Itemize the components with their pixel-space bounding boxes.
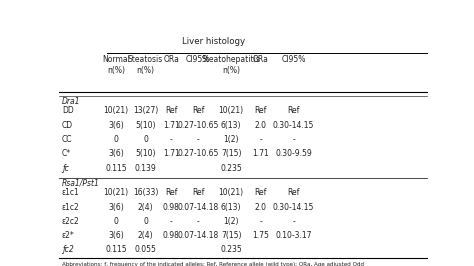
Text: Steatosis
n(%): Steatosis n(%) (128, 56, 163, 75)
Text: 0.235: 0.235 (220, 244, 242, 253)
Text: Steatohepatitis
n(%): Steatohepatitis n(%) (202, 56, 261, 75)
Text: 2.0: 2.0 (255, 202, 266, 211)
Text: 0.055: 0.055 (135, 244, 156, 253)
Text: 7(15): 7(15) (221, 231, 241, 240)
Text: 2(4): 2(4) (138, 202, 154, 211)
Text: 16(33): 16(33) (133, 188, 158, 197)
Text: Ref: Ref (255, 188, 267, 197)
Text: 2.0: 2.0 (255, 120, 266, 130)
Text: 0.139: 0.139 (135, 164, 156, 173)
Text: 3(6): 3(6) (109, 231, 124, 240)
Text: 0.27-10.65: 0.27-10.65 (177, 149, 219, 158)
Text: 3(6): 3(6) (109, 149, 124, 158)
Text: 0: 0 (114, 217, 118, 226)
Text: -: - (170, 135, 173, 144)
Text: 0.27-10.65: 0.27-10.65 (177, 120, 219, 130)
Text: Ref: Ref (165, 106, 177, 115)
Text: 0.30-9.59: 0.30-9.59 (275, 149, 312, 158)
Text: 6(13): 6(13) (221, 202, 241, 211)
Text: ƒc: ƒc (62, 164, 69, 173)
Text: 0.07-14.18: 0.07-14.18 (177, 231, 219, 240)
Text: Rsa1/Pst1: Rsa1/Pst1 (62, 179, 100, 188)
Text: 0.98: 0.98 (163, 202, 180, 211)
Text: 0: 0 (114, 135, 118, 144)
Text: -: - (292, 135, 295, 144)
Text: CI95%: CI95% (186, 56, 210, 64)
Text: Ref: Ref (192, 188, 204, 197)
Text: 5(10): 5(10) (136, 149, 156, 158)
Text: ε1c1: ε1c1 (62, 188, 80, 197)
Text: ORa: ORa (164, 56, 179, 64)
Text: 0.235: 0.235 (220, 164, 242, 173)
Text: 7(15): 7(15) (221, 149, 241, 158)
Text: ε1c2: ε1c2 (62, 202, 80, 211)
Text: 0.10-3.17: 0.10-3.17 (275, 231, 312, 240)
Text: ORa: ORa (253, 56, 268, 64)
Text: CI95%: CI95% (282, 56, 306, 64)
Text: Ref: Ref (255, 106, 267, 115)
Text: Ref: Ref (287, 188, 300, 197)
Text: 1(2): 1(2) (223, 217, 239, 226)
Text: 1.75: 1.75 (252, 231, 269, 240)
Text: 2(4): 2(4) (138, 231, 154, 240)
Text: Dra1: Dra1 (62, 97, 80, 106)
Text: Liver histology: Liver histology (182, 37, 245, 46)
Text: -: - (197, 135, 200, 144)
Text: 0.115: 0.115 (105, 244, 127, 253)
Text: 0: 0 (143, 217, 148, 226)
Text: 10(21): 10(21) (219, 188, 244, 197)
Text: 10(21): 10(21) (104, 106, 129, 115)
Text: 1.71: 1.71 (163, 149, 180, 158)
Text: DD: DD (62, 106, 73, 115)
Text: CD: CD (62, 120, 73, 130)
Text: 3(6): 3(6) (109, 120, 124, 130)
Text: ε2*: ε2* (62, 231, 74, 240)
Text: 3(6): 3(6) (109, 202, 124, 211)
Text: Ref: Ref (287, 106, 300, 115)
Text: -: - (170, 217, 173, 226)
Text: 0.07-14.18: 0.07-14.18 (177, 202, 219, 211)
Text: Abbreviations: f, frequency of the indicated alleles; Ref, Reference allele (wil: Abbreviations: f, frequency of the indic… (62, 262, 364, 266)
Text: C*: C* (62, 149, 71, 158)
Text: 0.115: 0.115 (105, 164, 127, 173)
Text: ε2c2: ε2c2 (62, 217, 80, 226)
Text: 10(21): 10(21) (104, 188, 129, 197)
Text: ƒc2: ƒc2 (62, 244, 73, 253)
Text: 1.71: 1.71 (252, 149, 269, 158)
Text: 5(10): 5(10) (136, 120, 156, 130)
Text: CC: CC (62, 135, 73, 144)
Text: -: - (197, 217, 200, 226)
Text: 1(2): 1(2) (223, 135, 239, 144)
Text: 0.98: 0.98 (163, 231, 180, 240)
Text: 0.30-14.15: 0.30-14.15 (273, 202, 314, 211)
Text: 10(21): 10(21) (219, 106, 244, 115)
Text: -: - (292, 217, 295, 226)
Text: 1.71: 1.71 (163, 120, 180, 130)
Text: Ref: Ref (165, 188, 177, 197)
Text: 6(13): 6(13) (221, 120, 241, 130)
Text: Normal
n(%): Normal n(%) (102, 56, 130, 75)
Text: Ref: Ref (192, 106, 204, 115)
Text: 13(27): 13(27) (133, 106, 158, 115)
Text: 0: 0 (143, 135, 148, 144)
Text: 0.30-14.15: 0.30-14.15 (273, 120, 314, 130)
Text: -: - (259, 135, 262, 144)
Text: -: - (259, 217, 262, 226)
